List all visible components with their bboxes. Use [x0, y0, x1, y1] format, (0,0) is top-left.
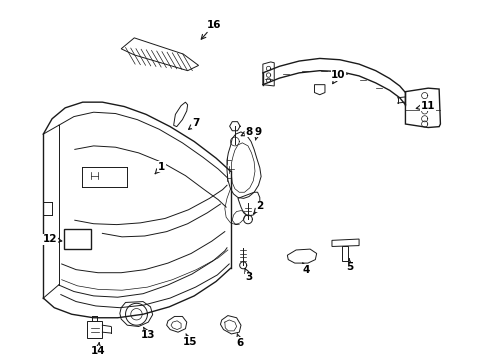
Text: 2: 2 — [253, 201, 263, 213]
Text: 4: 4 — [302, 263, 309, 275]
Text: 16: 16 — [201, 20, 221, 39]
Text: 14: 14 — [90, 343, 105, 356]
Text: 11: 11 — [415, 101, 434, 111]
Text: 12: 12 — [42, 234, 61, 244]
Text: 9: 9 — [254, 127, 261, 140]
Text: 3: 3 — [244, 269, 252, 282]
Text: 8: 8 — [241, 127, 252, 137]
Text: 15: 15 — [182, 334, 197, 347]
Text: 10: 10 — [330, 70, 345, 84]
Text: 5: 5 — [345, 259, 352, 273]
Text: 7: 7 — [188, 118, 200, 129]
Text: 1: 1 — [155, 162, 164, 174]
Text: 6: 6 — [236, 334, 243, 348]
Text: 13: 13 — [141, 327, 155, 340]
